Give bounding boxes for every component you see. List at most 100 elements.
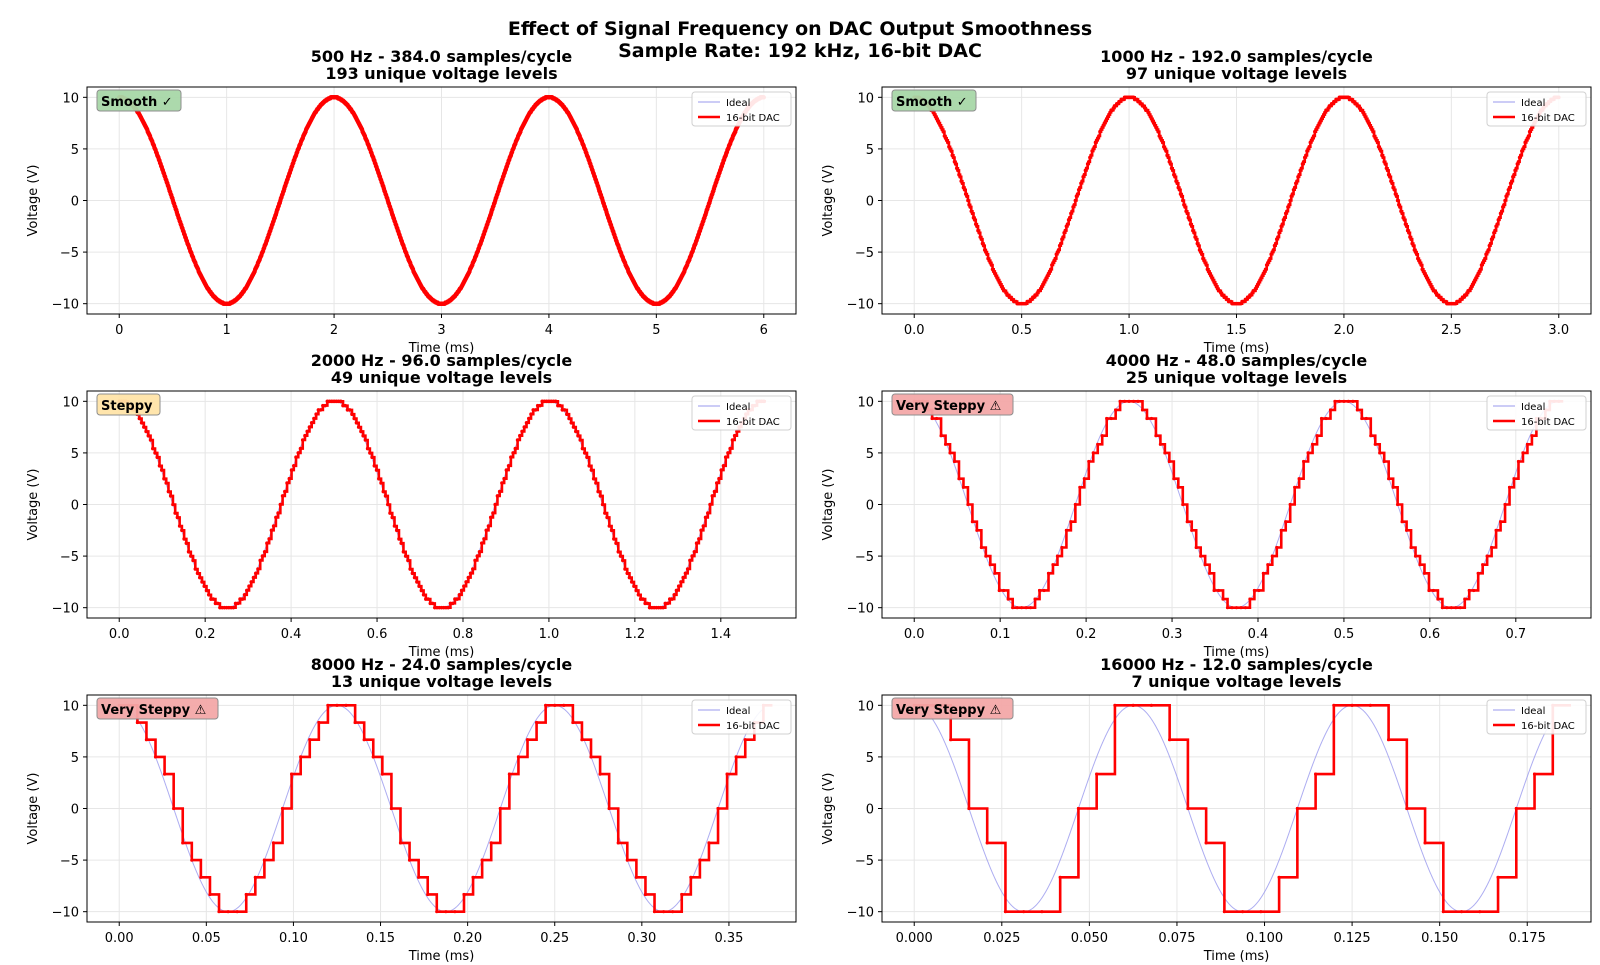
dac-sample-point [135,720,139,725]
dac-sample-point [171,502,175,507]
dac-sample-point [961,485,966,489]
dac-sample-point [1392,187,1397,192]
dac-sample-point [354,421,359,425]
x-tick-label: 0.5 [1334,627,1355,642]
dac-sample-point [594,481,598,485]
dac-sample-point [1301,160,1306,164]
dac-sample-point [716,806,720,811]
dac-sample-point [1087,459,1091,464]
dac-sample-point [1063,228,1068,233]
dac-sample-point [1176,485,1180,489]
dac-sample-point [497,489,502,494]
dac-sample-point [516,755,521,759]
x-tick-label: 1.4 [710,627,731,642]
x-tick-label: 0.0 [904,323,925,338]
dac-sample-point [318,408,323,412]
dac-sample-point [735,429,739,434]
y-tick-label: 5 [866,143,874,158]
dac-sample-point [734,755,738,759]
dac-sample-point [587,464,592,468]
legend: Ideal 16-bit DAC [1486,91,1587,127]
dac-sample-point [1196,243,1201,248]
dac-sample-point [1118,399,1122,403]
dac-sample-point [1203,563,1207,567]
y-axis-label: Voltage (V) [821,469,836,541]
x-tick-label: 0.4 [281,627,302,642]
dac-sample-point [948,451,952,455]
dac-sample-point [1440,606,1444,610]
dac-sample-point [979,545,983,550]
dac-sample-point [728,446,732,451]
plot-area [117,399,767,610]
subplot-subtitle: 49 unique voltage levels [331,368,552,387]
x-tick-label: 4 [545,323,553,338]
dac-sample-point [408,567,412,571]
dac-sample-point [260,554,265,558]
dac-sample-point [1400,211,1404,216]
dac-sample-point [1467,588,1471,593]
dac-sample-point [289,468,294,472]
dac-sample-point [153,755,158,759]
dac-sample-point [1342,399,1346,403]
dac-sample-point [629,580,634,584]
dac-sample-point [1095,772,1099,776]
y-tick-label: 5 [71,447,79,462]
dac-sample-point [1369,434,1373,438]
legend-dac-label: 16-bit DAC [1521,417,1575,428]
dac-sample-point [993,571,997,575]
subplot-subtitle: 97 unique voltage levels [1126,64,1347,83]
dac-sample-point [1060,545,1064,550]
legend: Ideal 16-bit DAC [1486,395,1587,431]
x-tick-label: 0.3 [1162,627,1183,642]
dac-sample-point [1154,434,1158,438]
dac-sample-point [271,841,276,845]
dac-sample-point [714,481,719,485]
dac-sample-point [383,494,388,498]
dac-sample-point [142,425,146,429]
dac-sample-point [962,187,967,192]
dac-sample-point [256,567,260,571]
dac-sample-point [1011,606,1015,610]
dac-sample-point [191,558,195,563]
dac-sample-point [446,605,451,610]
dac-sample-point [1183,205,1187,209]
dac-sample-point [511,451,515,455]
dac-sample-points [117,703,766,914]
x-tick-label: 0.075 [1158,931,1195,946]
x-tick-label: 0.050 [1071,931,1108,946]
dac-sample-point [513,446,518,451]
dac-sample-point [462,892,466,897]
dac-sample-point [1445,606,1449,610]
dac-sample-point [1530,434,1534,438]
dac-sample-point [353,720,357,725]
x-tick-label: 0.000 [896,931,933,946]
x-tick-label: 0.1 [990,627,1011,642]
x-tick-label: 0.15 [366,931,395,946]
dac-sample-point [1297,172,1301,177]
dac-sample-point [643,892,648,897]
dac-sample-point [1459,910,1464,914]
dac-sample-point [1495,222,1500,226]
dac-sample-point [526,416,531,421]
dac-sample-point [1033,597,1037,601]
dac-sample-point [1414,252,1419,257]
x-tick-label: 0.0 [904,627,925,642]
x-tick-label: 1.5 [1226,323,1247,338]
dac-sample-point [323,403,327,408]
dac-sample-point [975,224,979,229]
dac-sample-point [344,703,348,707]
dac-sample-point [1131,703,1135,707]
dac-sample-point [1192,230,1196,235]
dac-sample-point [1299,166,1304,171]
dac-sample-point [1371,129,1375,134]
dac-sample-point [377,476,381,481]
dac-sample-point [1382,459,1386,464]
y-tick-label: 5 [71,751,79,766]
x-tick-label: 1.2 [625,627,646,642]
plot-area [117,95,766,306]
dac-sample-point [317,720,321,725]
dac-sample-point [401,549,406,554]
dac-sample-point [1277,875,1281,879]
